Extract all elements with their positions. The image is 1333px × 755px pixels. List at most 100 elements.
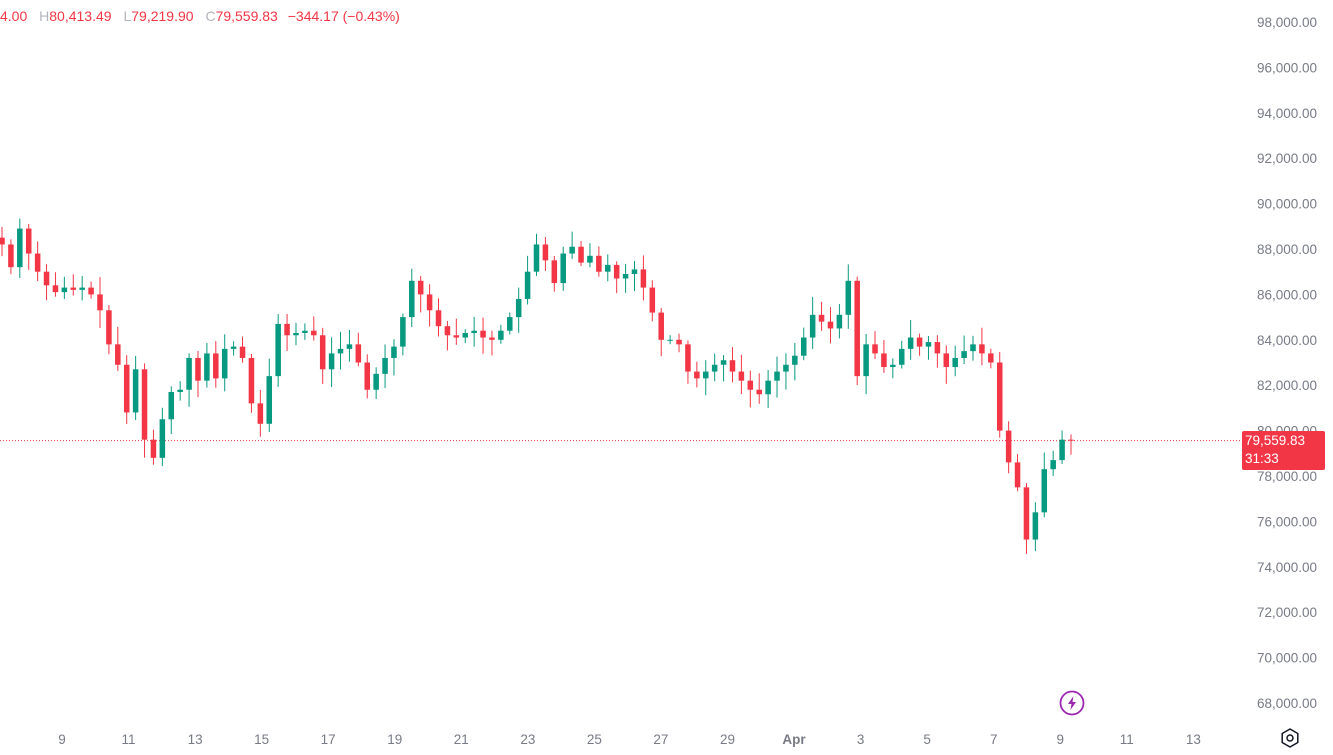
candle[interactable]	[578, 240, 584, 267]
candle[interactable]	[8, 239, 14, 275]
candle[interactable]	[115, 326, 121, 371]
candle[interactable]	[747, 370, 754, 408]
candle[interactable]	[613, 261, 620, 294]
candle[interactable]	[774, 356, 780, 398]
candle[interactable]	[150, 429, 157, 465]
candle[interactable]	[186, 353, 192, 407]
candle[interactable]	[337, 331, 344, 370]
candle[interactable]	[230, 341, 237, 356]
candle[interactable]	[61, 276, 68, 300]
candle[interactable]	[489, 330, 495, 356]
candle[interactable]	[542, 236, 549, 271]
candle[interactable]	[257, 389, 264, 437]
candle[interactable]	[70, 274, 77, 296]
candle[interactable]	[319, 327, 326, 385]
candle[interactable]	[622, 263, 629, 293]
candle[interactable]	[266, 358, 273, 432]
candle[interactable]	[649, 280, 656, 322]
candle[interactable]	[391, 339, 397, 376]
candle[interactable]	[221, 334, 228, 392]
candle[interactable]	[979, 327, 985, 366]
candle[interactable]	[195, 351, 201, 398]
candle[interactable]	[213, 341, 219, 388]
candle[interactable]	[364, 354, 371, 399]
candle[interactable]	[444, 320, 451, 351]
candle[interactable]	[417, 276, 424, 313]
candle[interactable]	[800, 327, 807, 361]
candle[interactable]	[756, 373, 762, 404]
candle[interactable]	[25, 224, 32, 270]
candle[interactable]	[720, 355, 727, 382]
candle[interactable]	[239, 336, 246, 363]
candle[interactable]	[970, 335, 976, 361]
candle[interactable]	[792, 342, 798, 381]
candle[interactable]	[890, 358, 896, 379]
candle[interactable]	[961, 335, 967, 364]
candle[interactable]	[471, 316, 477, 347]
candle[interactable]	[275, 314, 281, 387]
candle[interactable]	[783, 353, 789, 390]
candle[interactable]	[400, 313, 406, 356]
candle[interactable]	[560, 246, 566, 291]
candle[interactable]	[52, 272, 59, 297]
candle[interactable]	[435, 298, 442, 337]
candle[interactable]	[836, 304, 843, 339]
flash-icon[interactable]	[1059, 690, 1085, 716]
candle[interactable]	[1014, 454, 1021, 492]
candle[interactable]	[1059, 430, 1065, 464]
candle[interactable]	[507, 312, 513, 335]
candle[interactable]	[907, 319, 914, 360]
candle[interactable]	[88, 281, 94, 299]
candle[interactable]	[141, 363, 148, 458]
candle[interactable]	[302, 323, 308, 340]
candle[interactable]	[738, 354, 745, 395]
candle[interactable]	[818, 301, 825, 331]
candle[interactable]	[1032, 502, 1039, 552]
candle[interactable]	[952, 345, 958, 377]
candle[interactable]	[355, 332, 362, 367]
candles-layer[interactable]	[0, 218, 1074, 554]
candle[interactable]	[765, 369, 771, 409]
candle[interactable]	[658, 308, 664, 357]
candle[interactable]	[43, 264, 50, 301]
candle[interactable]	[996, 351, 1003, 438]
candle[interactable]	[605, 254, 611, 282]
candle[interactable]	[916, 333, 923, 356]
candle[interactable]	[631, 261, 638, 292]
candle[interactable]	[711, 353, 718, 382]
candle[interactable]	[667, 335, 673, 345]
candle[interactable]	[498, 324, 504, 344]
candle[interactable]	[34, 241, 41, 282]
candle[interactable]	[159, 407, 166, 467]
candle[interactable]	[685, 340, 691, 384]
candle[interactable]	[515, 287, 522, 333]
candle[interactable]	[382, 344, 388, 389]
candle[interactable]	[640, 255, 647, 301]
candle[interactable]	[934, 335, 941, 368]
candle[interactable]	[346, 329, 353, 362]
candle[interactable]	[373, 367, 379, 399]
candle[interactable]	[17, 218, 23, 279]
candle[interactable]	[106, 305, 112, 355]
candle[interactable]	[533, 233, 540, 276]
settings-icon[interactable]	[1279, 727, 1301, 749]
candle[interactable]	[551, 255, 558, 292]
candle[interactable]	[79, 275, 85, 301]
candle[interactable]	[845, 264, 852, 329]
candle[interactable]	[328, 337, 335, 388]
candle[interactable]	[809, 297, 816, 350]
candle[interactable]	[881, 340, 887, 373]
candle[interactable]	[729, 347, 736, 383]
candle[interactable]	[1050, 450, 1056, 476]
candle[interactable]	[480, 317, 486, 354]
candle[interactable]	[426, 284, 433, 327]
candle[interactable]	[409, 268, 415, 328]
candle[interactable]	[943, 345, 950, 384]
candle[interactable]	[311, 316, 317, 341]
candle[interactable]	[872, 331, 878, 360]
candle[interactable]	[569, 231, 575, 259]
candle[interactable]	[524, 255, 531, 305]
candle[interactable]	[168, 386, 175, 435]
